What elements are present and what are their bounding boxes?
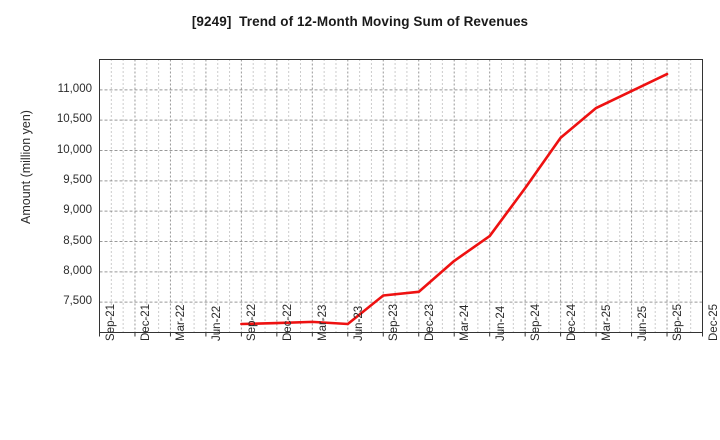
x-tick-label: Dec-22 [281, 303, 294, 341]
y-tick-label: 7,500 [63, 295, 92, 308]
x-tick-label: Mar-24 [459, 304, 472, 341]
x-axis-ticks [99, 332, 703, 337]
vertical-gridlines [110, 59, 692, 333]
y-tick-label: 9,000 [63, 204, 92, 217]
x-tick-label: Jun-25 [636, 305, 649, 341]
x-tick-label: Dec-21 [139, 303, 152, 341]
x-tick-label: Sep-25 [672, 303, 685, 341]
y-tick-label: 9,500 [63, 173, 92, 186]
x-tick-label: Mar-25 [601, 304, 614, 341]
x-tick-label: Mar-23 [317, 304, 330, 341]
x-tick-label: Dec-25 [707, 303, 720, 341]
chart-title: [9249] Trend of 12-Month Moving Sum of R… [191, 14, 529, 29]
x-tick-label: Mar-22 [175, 304, 188, 341]
x-tick-label: Sep-23 [388, 303, 401, 341]
revenue-trend-line [240, 72, 669, 326]
x-tick-label: Dec-23 [423, 303, 436, 341]
y-tick-label: 10,500 [56, 113, 92, 126]
plot-frame [99, 59, 703, 333]
horizontal-gridlines [99, 89, 703, 303]
x-tick-label: Sep-24 [530, 303, 543, 341]
x-tick-label: Sep-21 [104, 303, 117, 341]
x-tick-label: Dec-24 [565, 303, 578, 341]
y-tick-label: 10,000 [56, 143, 92, 156]
y-tick-label: 8,500 [63, 234, 92, 247]
x-tick-label: Sep-22 [246, 303, 259, 341]
x-tick-label: Jun-22 [210, 305, 223, 341]
x-tick-label: Jun-24 [494, 305, 507, 341]
y-tick-label: 8,000 [63, 264, 92, 277]
x-tick-label: Jun-23 [352, 305, 365, 341]
y-tick-label: 11,000 [57, 82, 92, 95]
